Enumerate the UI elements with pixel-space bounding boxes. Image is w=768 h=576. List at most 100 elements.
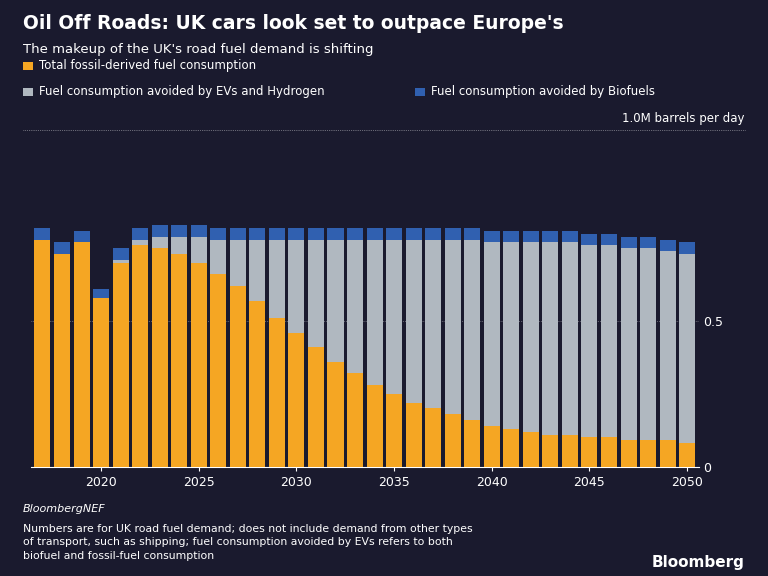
Bar bbox=[621, 441, 637, 467]
Bar bbox=[406, 403, 422, 467]
Bar bbox=[621, 248, 637, 441]
Bar bbox=[230, 286, 246, 467]
Text: The makeup of the UK's road fuel demand is shifting: The makeup of the UK's road fuel demand … bbox=[23, 43, 373, 56]
Bar bbox=[366, 228, 382, 240]
Bar bbox=[386, 240, 402, 394]
Bar bbox=[210, 228, 227, 240]
Bar bbox=[171, 254, 187, 467]
Bar bbox=[151, 248, 167, 467]
Bar bbox=[542, 231, 558, 242]
Bar bbox=[269, 318, 285, 467]
Bar bbox=[289, 228, 304, 240]
Bar bbox=[113, 263, 128, 467]
Bar bbox=[74, 231, 90, 242]
Bar bbox=[35, 240, 51, 467]
Bar bbox=[523, 242, 539, 431]
Bar bbox=[386, 228, 402, 240]
Bar bbox=[425, 408, 441, 467]
Bar bbox=[190, 263, 207, 467]
Bar bbox=[93, 289, 109, 298]
Bar bbox=[464, 240, 480, 420]
Bar bbox=[464, 420, 480, 467]
Bar bbox=[327, 240, 343, 362]
Bar bbox=[250, 228, 266, 240]
Bar bbox=[54, 242, 70, 254]
Bar bbox=[386, 394, 402, 467]
Bar bbox=[660, 441, 676, 467]
Bar bbox=[679, 242, 695, 254]
Bar bbox=[347, 228, 363, 240]
Bar bbox=[406, 228, 422, 240]
Bar bbox=[54, 254, 70, 467]
Bar bbox=[562, 231, 578, 242]
Bar bbox=[289, 240, 304, 333]
Bar bbox=[171, 237, 187, 254]
Bar bbox=[484, 242, 500, 426]
Bar bbox=[445, 240, 461, 414]
Bar bbox=[562, 242, 578, 434]
Text: Fuel consumption avoided by Biofuels: Fuel consumption avoided by Biofuels bbox=[431, 85, 655, 98]
Bar bbox=[151, 237, 167, 248]
Bar bbox=[562, 434, 578, 467]
Text: Numbers are for UK road fuel demand; does not include demand from other types
of: Numbers are for UK road fuel demand; doe… bbox=[23, 524, 472, 560]
Bar bbox=[484, 231, 500, 242]
Bar bbox=[523, 231, 539, 242]
Bar bbox=[210, 240, 227, 275]
Bar bbox=[93, 298, 109, 467]
Bar bbox=[445, 228, 461, 240]
Bar bbox=[601, 437, 617, 467]
Bar bbox=[425, 228, 441, 240]
Bar bbox=[308, 347, 324, 467]
Bar bbox=[445, 414, 461, 467]
Bar bbox=[113, 260, 128, 263]
Bar bbox=[190, 225, 207, 237]
Bar bbox=[503, 231, 519, 242]
Bar bbox=[151, 225, 167, 237]
Bar bbox=[327, 362, 343, 467]
Bar bbox=[35, 228, 51, 240]
Bar bbox=[679, 254, 695, 444]
Text: Oil Off Roads: UK cars look set to outpace Europe's: Oil Off Roads: UK cars look set to outpa… bbox=[23, 14, 564, 33]
Text: Total fossil-derived fuel consumption: Total fossil-derived fuel consumption bbox=[39, 59, 257, 72]
Bar bbox=[347, 373, 363, 467]
Text: Fuel consumption avoided by EVs and Hydrogen: Fuel consumption avoided by EVs and Hydr… bbox=[39, 85, 325, 98]
Bar bbox=[640, 237, 656, 248]
Bar bbox=[269, 228, 285, 240]
Bar bbox=[464, 228, 480, 240]
Bar bbox=[171, 225, 187, 237]
Bar bbox=[327, 228, 343, 240]
Bar bbox=[601, 234, 617, 245]
Bar bbox=[132, 240, 148, 245]
Bar bbox=[269, 240, 285, 318]
Bar bbox=[289, 333, 304, 467]
Bar bbox=[542, 242, 558, 434]
Bar bbox=[640, 441, 656, 467]
Bar bbox=[113, 248, 128, 260]
Bar bbox=[660, 240, 676, 251]
Bar bbox=[230, 228, 246, 240]
Bar bbox=[210, 275, 227, 467]
Bar bbox=[640, 248, 656, 441]
Bar bbox=[74, 242, 90, 467]
Bar bbox=[542, 434, 558, 467]
Bar bbox=[308, 240, 324, 347]
Bar bbox=[523, 431, 539, 467]
Bar bbox=[366, 385, 382, 467]
Bar bbox=[132, 228, 148, 240]
Text: 1.0M barrels per day: 1.0M barrels per day bbox=[622, 112, 745, 126]
Text: Bloomberg: Bloomberg bbox=[652, 555, 745, 570]
Bar bbox=[366, 240, 382, 385]
Bar bbox=[581, 234, 598, 245]
Bar bbox=[406, 240, 422, 403]
Bar bbox=[660, 251, 676, 441]
Bar bbox=[425, 240, 441, 408]
Bar bbox=[132, 245, 148, 467]
Bar bbox=[484, 426, 500, 467]
Text: BloombergNEF: BloombergNEF bbox=[23, 504, 106, 514]
Bar bbox=[581, 437, 598, 467]
Bar bbox=[503, 429, 519, 467]
Bar bbox=[601, 245, 617, 437]
Bar bbox=[503, 242, 519, 429]
Bar bbox=[679, 444, 695, 467]
Bar bbox=[308, 228, 324, 240]
